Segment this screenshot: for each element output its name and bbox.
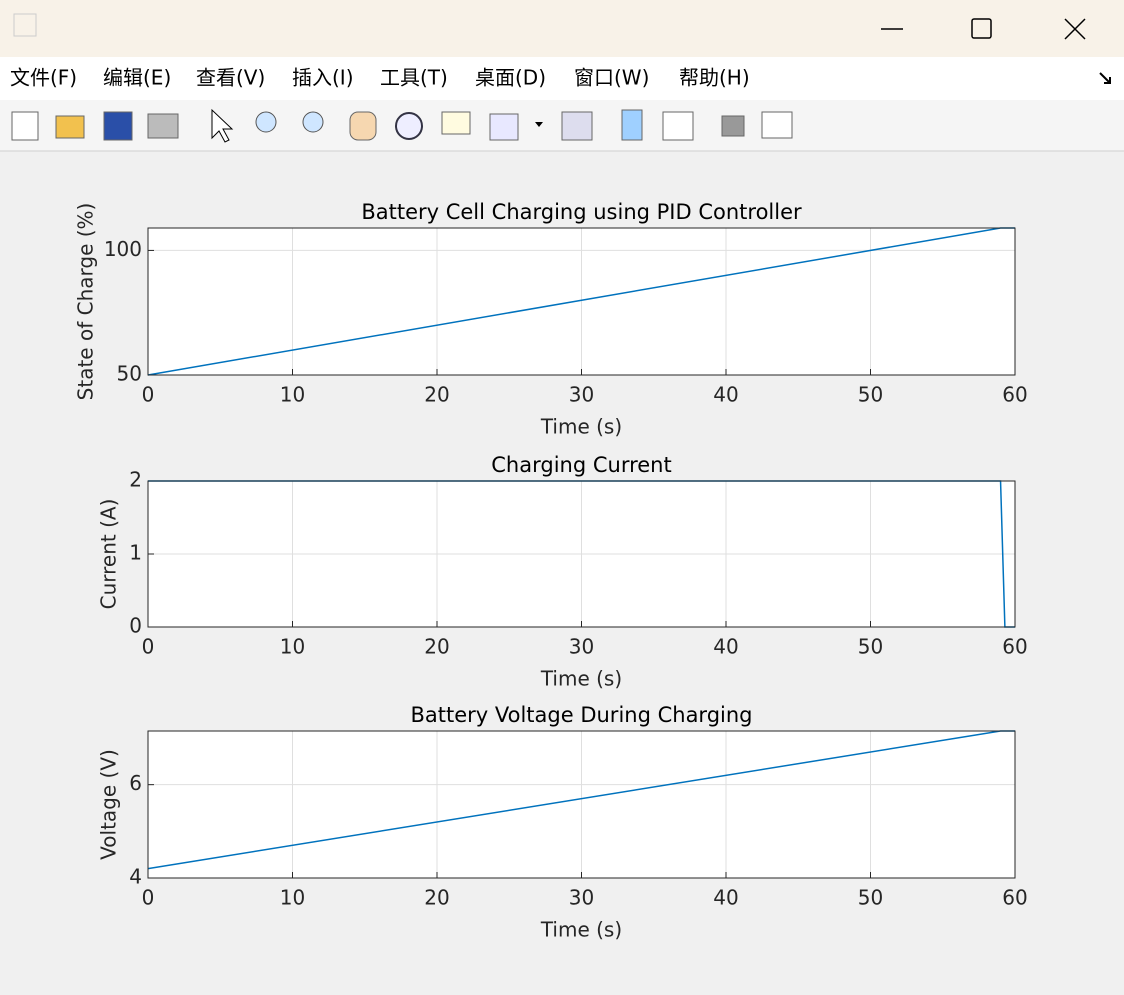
close-button[interactable] — [1064, 18, 1086, 40]
x-tick-label: 30 — [569, 886, 594, 910]
y-axis-label: Current (A) — [97, 499, 121, 610]
save-button[interactable] — [103, 111, 133, 141]
zoom-out-button[interactable] — [302, 111, 324, 133]
y-tick-label: 4 — [129, 865, 142, 889]
x-tick-label: 0 — [142, 886, 155, 910]
menu-item[interactable]: 桌面(D) — [475, 66, 546, 90]
x-axis-label: Time (s) — [540, 415, 622, 439]
menu-item[interactable]: 帮助(H) — [679, 66, 750, 90]
colorbar-button[interactable] — [621, 109, 643, 141]
x-axis-label: Time (s) — [540, 667, 622, 691]
link-button[interactable] — [561, 111, 593, 141]
x-tick-label: 40 — [713, 635, 738, 659]
menu-item[interactable]: 插入(I) — [292, 66, 354, 90]
dock-button[interactable] — [761, 111, 793, 139]
y-tick-label: 2 — [129, 468, 142, 492]
toolbar-buttons — [11, 108, 793, 143]
dock-arrow[interactable] — [1099, 72, 1111, 84]
hide-tools-button[interactable] — [721, 115, 745, 137]
menu: 文件(F) 编辑(E) 查看(V) 插入(I) 工具(T) 桌面(D) 窗口(W… — [10, 66, 750, 90]
x-tick-label: 60 — [1002, 886, 1027, 910]
axes-box — [147, 480, 1016, 628]
x-tick-label: 40 — [713, 886, 738, 910]
x-tick-label: 50 — [858, 383, 883, 407]
x-tick-label: 40 — [713, 383, 738, 407]
x-tick-label: 60 — [1002, 635, 1027, 659]
x-tick-label: 10 — [280, 383, 305, 407]
x-tick-label: 20 — [424, 635, 449, 659]
title-bar — [0, 0, 1124, 57]
datatip-button[interactable] — [441, 111, 471, 135]
menu-item[interactable]: 文件(F) — [10, 66, 77, 90]
axes-box — [147, 227, 1016, 376]
new-button[interactable] — [11, 111, 39, 141]
x-tick-label: 30 — [569, 635, 594, 659]
x-tick-label: 50 — [858, 635, 883, 659]
y-tick-label: 6 — [129, 771, 142, 795]
y-axis-label: State of Charge (%) — [74, 203, 98, 401]
pan-button[interactable] — [349, 111, 377, 141]
menu-item[interactable]: 工具(T) — [380, 66, 448, 90]
brush-dropdown[interactable] — [535, 122, 543, 127]
y-tick-label: 0 — [129, 614, 142, 638]
y-tick-label: 50 — [117, 362, 142, 386]
x-tick-label: 0 — [142, 383, 155, 407]
x-tick-label: 0 — [142, 635, 155, 659]
app-icon — [13, 13, 37, 37]
open-button[interactable] — [55, 115, 85, 139]
x-tick-label: 20 — [424, 383, 449, 407]
chart-title: Battery Cell Charging using PID Controll… — [361, 200, 802, 224]
x-tick-label: 10 — [280, 886, 305, 910]
menu-item[interactable]: 窗口(W) — [574, 66, 649, 90]
legend-button[interactable] — [662, 111, 694, 141]
x-tick-label: 20 — [424, 886, 449, 910]
menu-item[interactable]: 查看(V) — [196, 66, 265, 90]
chart-title: Charging Current — [491, 453, 671, 477]
x-tick-label: 30 — [569, 383, 594, 407]
y-tick-label: 1 — [129, 541, 142, 565]
y-axis-label: Voltage (V) — [97, 749, 121, 860]
menu-item[interactable]: 编辑(E) — [103, 66, 171, 90]
x-tick-label: 50 — [858, 886, 883, 910]
x-tick-label: 10 — [280, 635, 305, 659]
rotate-button[interactable] — [395, 112, 423, 140]
y-tick-label: 100 — [104, 237, 142, 261]
axes-box — [147, 730, 1016, 879]
x-tick-label: 60 — [1002, 383, 1027, 407]
menu-bar — [0, 57, 1124, 100]
chart-title: Battery Voltage During Charging — [410, 703, 752, 727]
brush-button[interactable] — [489, 113, 519, 141]
maximize-button[interactable] — [971, 18, 992, 39]
x-axis-label: Time (s) — [540, 918, 622, 942]
zoom-in-button[interactable] — [255, 111, 277, 133]
print-button[interactable] — [147, 113, 179, 139]
pointer-button[interactable] — [211, 108, 234, 143]
